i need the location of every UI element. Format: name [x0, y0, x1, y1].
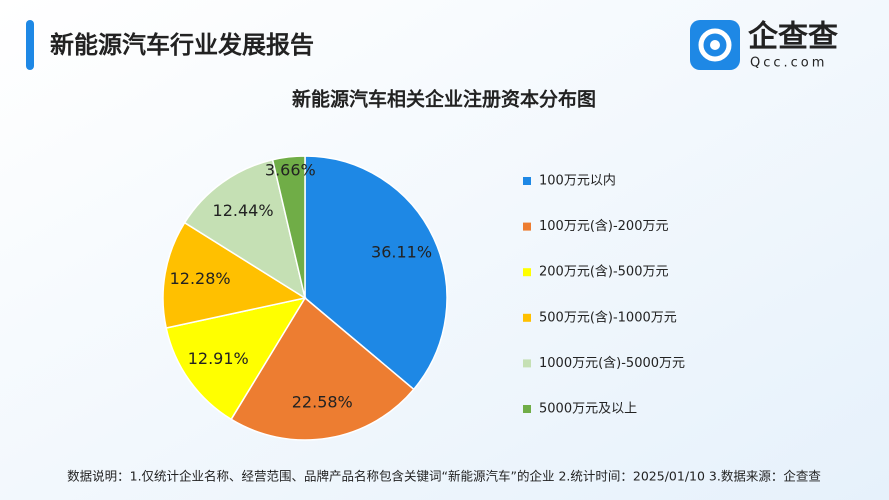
pie-slice: [183, 158, 307, 300]
legend-label: 500万元(含)-1000万元: [539, 309, 677, 325]
legend: 100万元以内 100万元(含)-200万元 200万元(含)-500万元 500万元…: [523, 173, 685, 417]
data-label: 36.11%: [371, 243, 432, 262]
data-label: 12.28%: [170, 269, 231, 288]
pie-slice: [165, 296, 307, 421]
legend-label: 200万元(含)-500万元: [539, 264, 668, 280]
legend-swatch: [523, 177, 531, 185]
pie-slice: [230, 296, 415, 441]
footer-note: 数据说明：1.仅统计企业名称、经营范围、品牌产品名称包含关键词“新能源汽车”的企…: [67, 469, 821, 484]
pie: 36.11% 22.58% 12.91% 12.28% 12.44% 3.66%: [162, 155, 448, 441]
pie-slice: [271, 155, 306, 299]
legend-label: 1000万元(含)-5000万元: [539, 355, 685, 371]
pie-slice: [304, 155, 448, 391]
legend-swatch: [523, 405, 531, 413]
header-accent: [26, 20, 34, 70]
data-label: 12.91%: [188, 349, 249, 368]
legend-label: 100万元(含)-200万元: [539, 218, 668, 234]
legend-label: 100万元以内: [539, 173, 616, 189]
logo-name: 企查查: [748, 20, 838, 55]
logo-ring: [698, 28, 732, 62]
data-label: 22.58%: [292, 393, 353, 412]
logo: 企查查 Qcc.com: [690, 20, 838, 71]
chart-title: 新能源汽车相关企业注册资本分布图: [292, 88, 596, 111]
header-title: 新能源汽车行业发展报告: [50, 31, 314, 59]
legend-swatch: [523, 359, 531, 368]
data-label: 12.44%: [213, 201, 274, 220]
legend-swatch: [523, 268, 531, 277]
legend-swatch: [523, 313, 531, 322]
pie-slice: [162, 221, 307, 329]
legend-label: 5000万元及以上: [539, 402, 637, 417]
legend-swatch: [523, 222, 531, 231]
data-label: 3.66%: [265, 161, 316, 180]
logo-url: Qcc.com: [750, 56, 827, 71]
logo-dot: [710, 40, 720, 50]
